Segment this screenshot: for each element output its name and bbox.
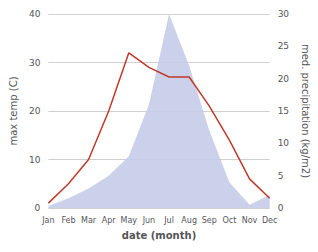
svg-text:Dec: Dec (262, 216, 277, 225)
svg-text:20: 20 (278, 74, 290, 84)
svg-text:10: 10 (29, 155, 41, 165)
svg-text:40: 40 (29, 9, 41, 19)
svg-text:30: 30 (278, 9, 290, 19)
svg-text:med. precipitation (kg/m2): med. precipitation (kg/m2) (300, 44, 311, 178)
svg-text:0: 0 (35, 203, 41, 213)
svg-text:Nov: Nov (242, 216, 258, 225)
svg-text:date (month): date (month) (122, 230, 196, 241)
svg-text:10: 10 (278, 138, 290, 148)
svg-text:Aug: Aug (181, 216, 197, 225)
svg-text:30: 30 (29, 58, 41, 68)
svg-text:Jul: Jul (163, 216, 174, 225)
svg-text:25: 25 (278, 41, 289, 51)
svg-text:Jan: Jan (41, 216, 54, 225)
svg-text:Feb: Feb (61, 216, 75, 225)
svg-text:Sep: Sep (202, 216, 217, 225)
svg-text:Apr: Apr (102, 216, 117, 225)
svg-text:Oct: Oct (222, 216, 236, 225)
svg-text:Jun: Jun (142, 216, 156, 225)
svg-text:15: 15 (278, 106, 289, 116)
svg-text:Mar: Mar (81, 216, 97, 225)
svg-text:5: 5 (278, 171, 284, 181)
svg-text:0: 0 (278, 203, 284, 213)
svg-text:May: May (121, 216, 138, 225)
svg-text:max temp (C): max temp (C) (8, 76, 19, 145)
svg-text:20: 20 (29, 106, 41, 116)
